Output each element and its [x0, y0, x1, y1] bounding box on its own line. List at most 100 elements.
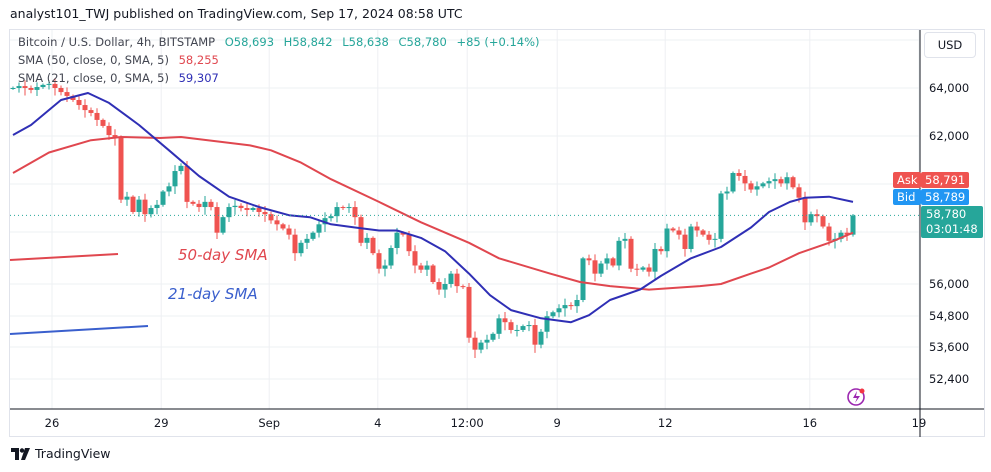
symbol-legend: Bitcoin / U.S. Dollar, 4h, BITSTAMP O58,… [18, 35, 546, 49]
time-tick-label: Sep [258, 416, 280, 430]
candle-body [748, 183, 754, 190]
candle-body [634, 268, 640, 270]
candle-body [52, 83, 58, 88]
candle-body [574, 300, 580, 307]
candle-body [148, 208, 154, 215]
candle-body [700, 230, 706, 235]
candle-body [352, 207, 358, 218]
candle-body [184, 165, 190, 202]
sma21-value: 59,307 [178, 71, 219, 85]
candle-body [808, 214, 814, 223]
currency-button[interactable]: USD [924, 32, 976, 58]
candle-body [292, 234, 298, 254]
candle-body [604, 258, 610, 264]
candle-body [496, 318, 502, 334]
candle-body [652, 248, 658, 272]
candle-body [28, 88, 34, 90]
price-tick-label: 54,800 [929, 309, 969, 323]
candle-body [490, 333, 496, 340]
time-tick-label: 12:00 [451, 416, 484, 430]
candle-body [436, 282, 442, 290]
sma21-label: SMA (21, close, 0, SMA, 5) [18, 71, 169, 85]
candle-body [502, 318, 508, 323]
candle-body [124, 196, 130, 200]
candle-body [238, 205, 244, 209]
ohlc-close: C58,780 [398, 35, 447, 49]
candle-body [448, 273, 454, 284]
candle-body [70, 95, 76, 100]
candle-body [472, 337, 478, 350]
candle-body [562, 305, 568, 309]
candle-body [754, 186, 760, 190]
candle-body [532, 325, 538, 345]
candle-body [640, 267, 646, 270]
candle-body [112, 135, 118, 138]
candle-body [166, 186, 172, 192]
sma50-label: SMA (50, close, 0, SMA, 5) [18, 53, 169, 67]
candle-body [676, 230, 682, 235]
flash-icon [847, 388, 865, 406]
sma50-annotation-line [9, 253, 119, 261]
candle-body [100, 119, 106, 126]
candle-body [742, 175, 748, 184]
candle-body [520, 326, 526, 330]
candle-body [514, 329, 520, 331]
candle-body [580, 258, 586, 300]
sma50-legend[interactable]: SMA (50, close, 0, SMA, 5) 58,255 [18, 53, 225, 67]
candle-body [568, 305, 574, 307]
last-price: 58,780 [926, 207, 967, 221]
candle-body [706, 234, 712, 240]
bid-label: Bid [893, 189, 921, 205]
sma21-legend[interactable]: SMA (21, close, 0, SMA, 5) 59,307 [18, 71, 225, 85]
sma50-line [12, 136, 854, 291]
candle-body [58, 88, 64, 93]
sma50-annotation: 50-day SMA [178, 246, 268, 264]
candle-body [250, 208, 256, 210]
tradingview-logo[interactable]: TradingView [11, 446, 111, 461]
price-tick-label: 56,000 [929, 277, 969, 291]
candle-body [484, 339, 490, 343]
candle-body [220, 217, 226, 233]
candle-body [646, 267, 652, 272]
candle-body [460, 286, 466, 288]
candle-body [424, 265, 430, 270]
candle-body [106, 125, 112, 136]
candle-body [172, 171, 178, 187]
candle-body [262, 211, 268, 215]
candle-body [406, 234, 412, 252]
sma21-annotation: 21-day SMA [168, 285, 258, 303]
ohlc-high: H58,842 [283, 35, 333, 49]
candle-body [274, 220, 280, 225]
candle-body [844, 232, 850, 235]
candle-body [544, 316, 550, 332]
bar-countdown: 03:01:48 [926, 222, 978, 236]
candle-body [466, 286, 472, 338]
sma21-annotation-line [9, 325, 149, 335]
candle-body [334, 207, 340, 217]
candle-body [286, 228, 292, 235]
candle-body [118, 137, 124, 200]
candle-body [724, 191, 730, 194]
candle-body [850, 215, 856, 235]
ohlc-change: +85 (+0.14%) [456, 35, 540, 49]
candle-body [628, 238, 634, 269]
candle-body [190, 201, 196, 204]
ohlc-low: L58,638 [342, 35, 389, 49]
ask-price: 58,791 [921, 172, 970, 188]
candle-body [346, 207, 352, 209]
price-tick-label: 62,000 [929, 129, 969, 143]
candle-body [712, 238, 718, 240]
candle-body [736, 173, 742, 176]
candle-body [688, 226, 694, 249]
time-tick-label: 9 [554, 416, 561, 430]
candle-body [154, 204, 160, 209]
sma21-line [12, 92, 854, 324]
candle-body [592, 260, 598, 274]
candle-body [244, 208, 250, 210]
candle-body [280, 224, 286, 229]
candle-body [412, 251, 418, 266]
ohlc-open: O58,693 [224, 35, 275, 49]
candle-body [526, 325, 532, 327]
sma50-value: 58,255 [178, 53, 219, 67]
